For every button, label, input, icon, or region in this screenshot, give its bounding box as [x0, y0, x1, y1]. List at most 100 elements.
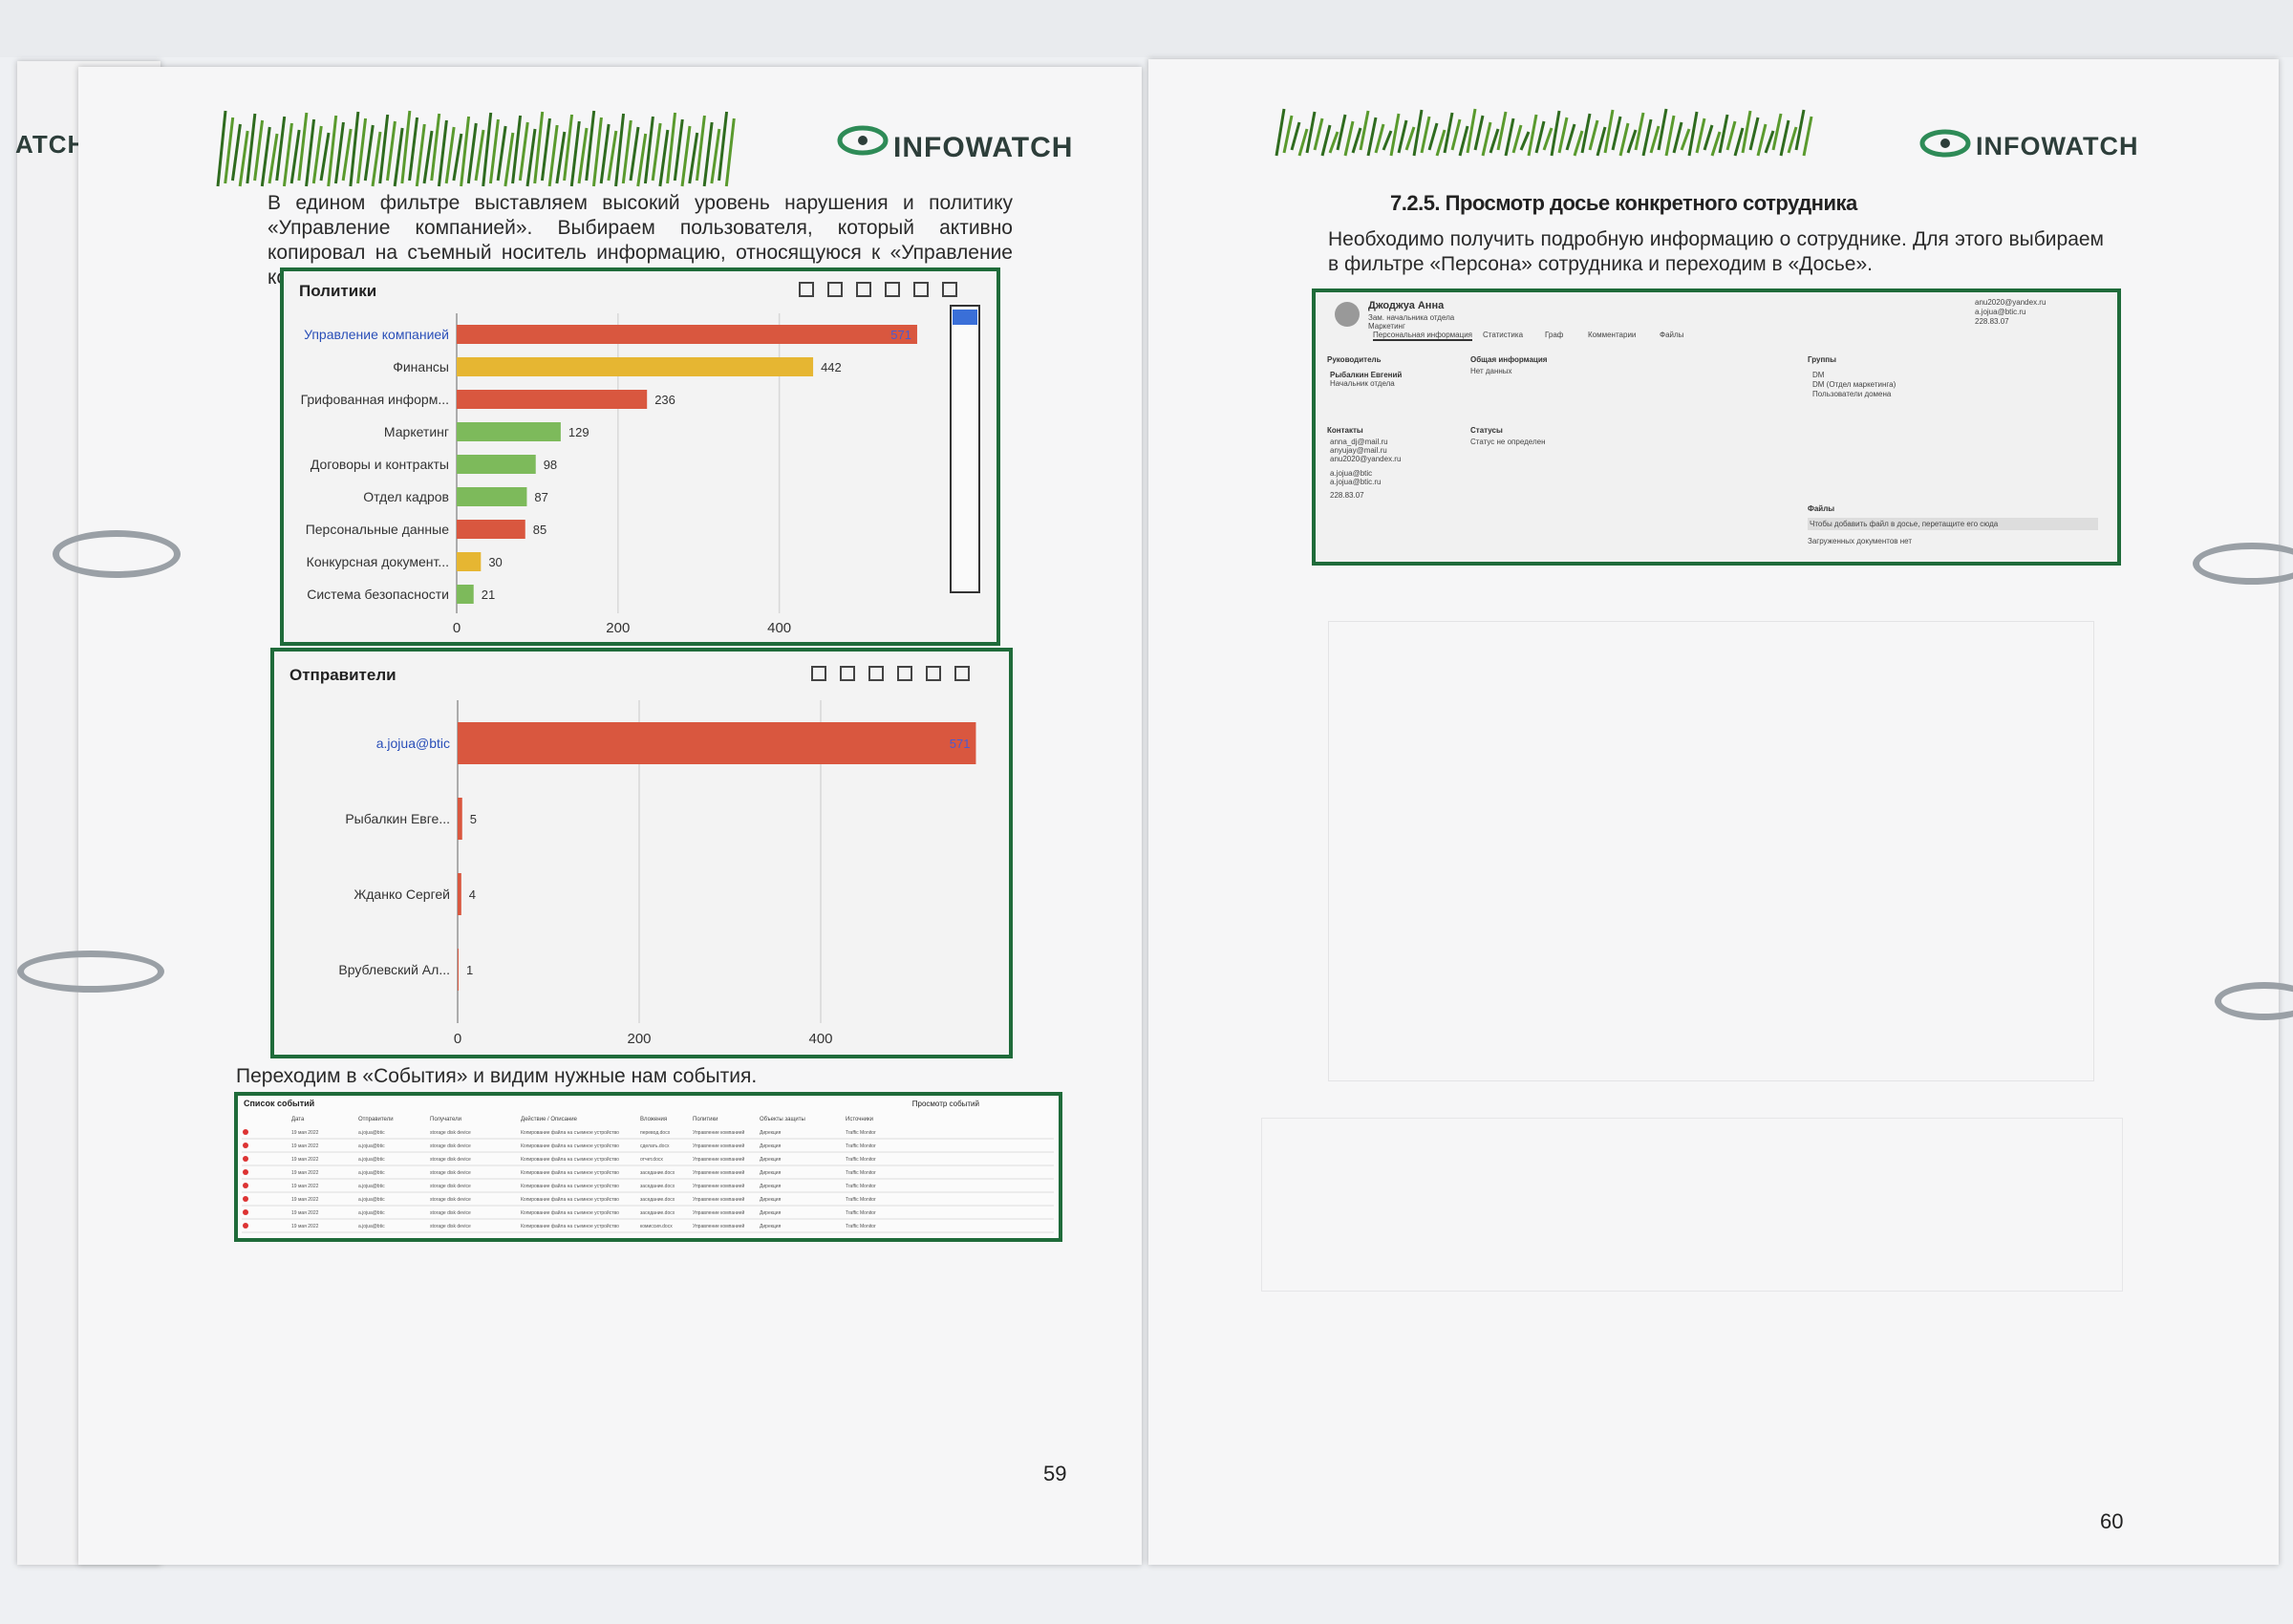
- binder-ring: [2193, 543, 2293, 585]
- value-label: 236: [654, 393, 675, 407]
- row-icon: [243, 1169, 248, 1175]
- contact: a.jojua@btic: [1330, 469, 1373, 478]
- side-logo: ATCH: [15, 130, 87, 159]
- bar: [457, 585, 474, 604]
- decor-stripes: [1275, 108, 1813, 157]
- toolbar-icon: [811, 666, 826, 681]
- stripe: [268, 133, 279, 184]
- stripe: [569, 120, 581, 187]
- stripe: [246, 113, 257, 184]
- column-header: Объекты защиты: [760, 1117, 805, 1122]
- logo: INFOWATCH: [893, 132, 1074, 163]
- stripe: [1756, 123, 1768, 157]
- stripe: [1313, 118, 1324, 151]
- drop-zone[interactable]: Чтобы добавить файл в досье, перетащите …: [1808, 518, 2098, 530]
- table-cell: 19 мая 2022: [291, 1224, 319, 1229]
- tab[interactable]: Файлы: [1660, 331, 1684, 339]
- stripe: [1802, 116, 1813, 157]
- stripe: [1527, 114, 1538, 157]
- stripe: [504, 132, 515, 187]
- stripe: [1420, 116, 1431, 154]
- stripe: [585, 110, 596, 182]
- manager-role: Начальник отдела: [1330, 379, 1395, 388]
- tab[interactable]: Граф: [1545, 331, 1564, 339]
- tab[interactable]: Персональная информация: [1373, 331, 1473, 341]
- stripe: [297, 112, 309, 182]
- dossier-screenshot: Джоджуа Анна Зам. начальника отдела Марк…: [1312, 288, 2121, 566]
- stripe: [356, 118, 368, 184]
- bar: [457, 422, 561, 441]
- stripe: [1450, 118, 1462, 151]
- show-through: [1261, 1118, 2123, 1292]
- stripe: [1565, 123, 1576, 151]
- table-cell: Управление компанией: [693, 1129, 744, 1136]
- section-title: Контакты: [1327, 426, 1363, 435]
- bar: [457, 487, 527, 506]
- chart-title: Отправители: [289, 666, 396, 684]
- value-label: 571: [890, 328, 911, 342]
- stripe: [1443, 112, 1454, 154]
- table-cell: Дирекция: [760, 1184, 782, 1189]
- stripe: [525, 128, 537, 187]
- binder-ring: [2215, 982, 2293, 1020]
- toolbar-icon: [856, 282, 871, 297]
- stripe: [275, 116, 287, 182]
- stripe: [629, 126, 640, 182]
- stripe: [1787, 126, 1798, 154]
- table-cell: 19 мая 2022: [291, 1157, 319, 1163]
- group: DM: [1812, 371, 1825, 379]
- table-cell: Traffic Monitor: [846, 1170, 876, 1176]
- stripe: [1374, 123, 1385, 154]
- stripe: [702, 121, 714, 187]
- table-cell: storage disk device: [430, 1184, 471, 1189]
- table-cell: 19 мая 2022: [291, 1143, 319, 1149]
- stripe: [1779, 119, 1790, 157]
- stripe: [621, 119, 632, 184]
- stripe: [385, 120, 396, 182]
- stripe: [1519, 131, 1531, 151]
- stripe: [393, 127, 404, 187]
- contact: a.jojua@btic.ru: [1330, 478, 1382, 486]
- tab[interactable]: Комментарии: [1588, 331, 1637, 339]
- tab[interactable]: Статистика: [1483, 331, 1524, 339]
- value-label: 1: [466, 963, 473, 977]
- table-cell: заседание.docx: [640, 1197, 675, 1203]
- table-cell: 19 мая 2022: [291, 1210, 319, 1216]
- category-label: Рыбалкин Евге...: [345, 811, 450, 826]
- stripe: [1397, 119, 1408, 154]
- stripe: [1641, 118, 1653, 157]
- stripe: [1389, 113, 1401, 157]
- stripe: [1282, 115, 1294, 154]
- x-tick-label: 0: [454, 1031, 461, 1047]
- logo-mark: [837, 125, 889, 156]
- contact: anu2020@yandex.ru: [1330, 455, 1402, 463]
- stripe: [1718, 114, 1729, 154]
- stripe: [466, 122, 478, 184]
- stripe: [1657, 108, 1668, 151]
- stripe: [224, 117, 235, 184]
- empty-note: Статус не определен: [1470, 438, 1546, 446]
- stripe: [1649, 125, 1661, 154]
- table-cell: Управление компанией: [693, 1143, 744, 1149]
- bar: [457, 325, 917, 344]
- group: DM (Отдел маркетинга): [1812, 380, 1897, 389]
- contact: anu2020@yandex.ru: [1975, 298, 2047, 307]
- stripe: [496, 125, 507, 182]
- stripe: [305, 118, 316, 187]
- value-label: 98: [544, 458, 557, 472]
- table-cell: a.jojua@btic: [358, 1170, 385, 1176]
- table-cell: storage disk device: [430, 1224, 471, 1229]
- value-label: 21: [482, 588, 495, 602]
- table-cell: Копирование файла на съемное устройство: [521, 1156, 619, 1163]
- stripe: [260, 126, 271, 187]
- stripe: [230, 123, 242, 182]
- table-cell: заседание.docx: [640, 1184, 675, 1189]
- stripe: [1771, 113, 1783, 151]
- stripe: [1297, 128, 1309, 157]
- value-label: 85: [533, 523, 546, 537]
- table-cell: a.jojua@btic: [358, 1130, 385, 1136]
- stripe: [1336, 114, 1347, 151]
- table-cell: Управление компанией: [693, 1209, 744, 1216]
- table-cell: a.jojua@btic: [358, 1143, 385, 1149]
- table-button[interactable]: Просмотр событий: [912, 1100, 979, 1108]
